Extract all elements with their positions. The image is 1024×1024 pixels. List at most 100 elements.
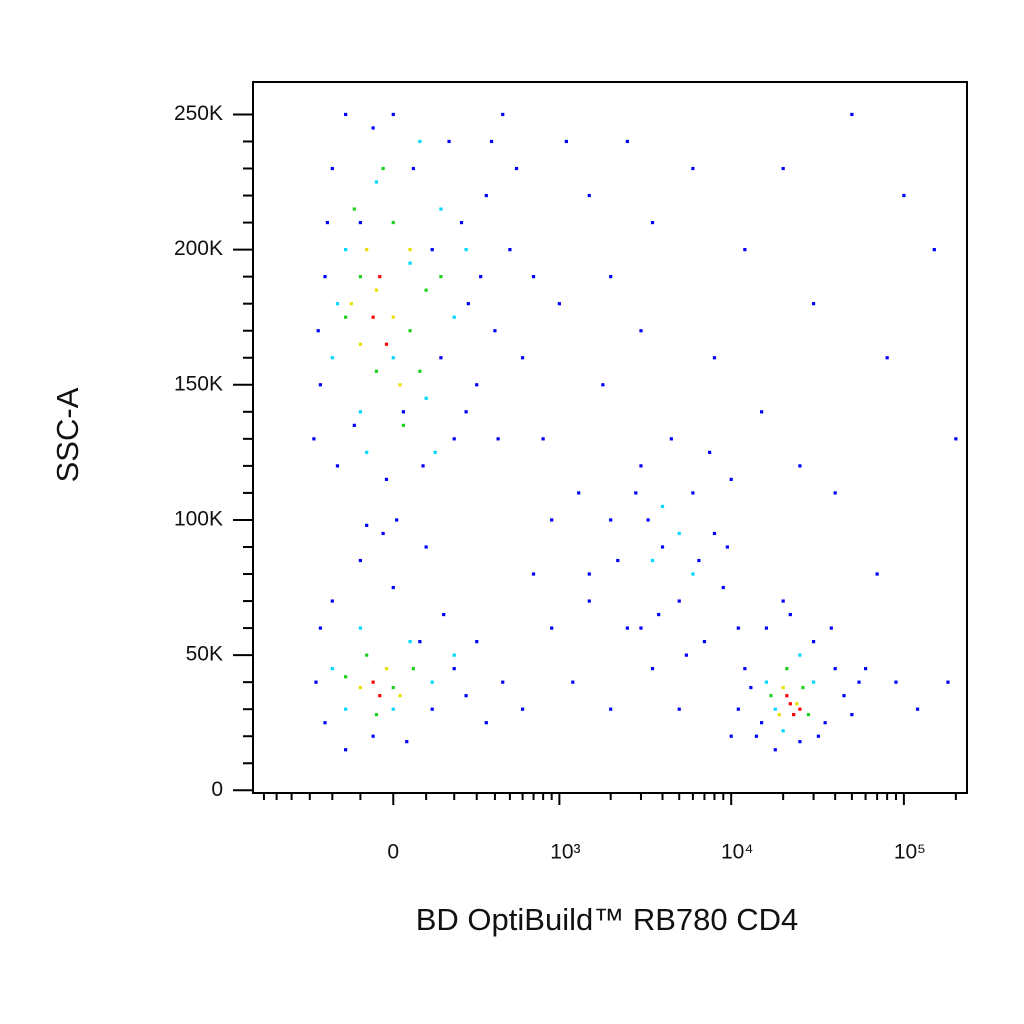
data-point: [318, 626, 323, 630]
data-point: [344, 248, 348, 252]
data-point: [639, 626, 643, 630]
data-point: [439, 275, 443, 279]
data-point: [915, 707, 920, 711]
data-point: [330, 356, 334, 360]
data-point: [381, 166, 385, 171]
data-point: [721, 585, 725, 590]
data-point: [479, 275, 483, 279]
data-point: [459, 220, 464, 225]
data-point: [330, 599, 334, 603]
y-tick-label: 150K: [174, 372, 223, 395]
data-point: [541, 437, 545, 441]
data-point: [391, 585, 395, 590]
data-point: [335, 302, 340, 306]
data-point: [601, 383, 605, 387]
data-point: [395, 518, 399, 522]
data-point: [691, 491, 695, 495]
data-point: [829, 626, 833, 630]
data-point: [391, 685, 395, 690]
data-point: [708, 450, 712, 454]
x-tick-label: 10³: [550, 841, 580, 864]
data-point: [496, 437, 500, 441]
data-point: [660, 504, 665, 509]
data-point: [358, 220, 362, 225]
data-point: [736, 707, 740, 711]
data-point: [564, 139, 568, 144]
data-point: [833, 491, 837, 495]
data-point: [421, 464, 425, 468]
data-point: [439, 207, 443, 211]
data-point: [806, 713, 811, 717]
data-point: [811, 302, 816, 306]
data-point: [365, 248, 369, 252]
data-point: [408, 248, 412, 252]
y-tick-label: 200K: [174, 237, 223, 260]
data-point: [697, 558, 701, 563]
data-point: [902, 193, 906, 198]
data-point: [464, 410, 468, 414]
data-point: [514, 166, 519, 171]
data-point: [352, 423, 356, 427]
data-point: [493, 329, 497, 333]
data-point: [781, 685, 785, 690]
data-point: [587, 572, 591, 576]
data-point: [531, 572, 536, 576]
data-point: [801, 685, 805, 690]
data-point: [344, 315, 348, 319]
data-point: [954, 437, 958, 441]
data-point: [769, 694, 773, 698]
data-point: [885, 356, 889, 360]
data-point: [587, 193, 591, 198]
data-point: [842, 694, 846, 698]
data-point: [401, 410, 406, 414]
data-point: [691, 166, 695, 171]
data-point: [418, 369, 422, 373]
data-point: [625, 139, 629, 144]
data-point: [634, 491, 638, 495]
data-point: [408, 640, 412, 644]
data-point: [344, 675, 348, 679]
data-point: [625, 626, 629, 630]
data-point: [371, 734, 375, 738]
data-point: [391, 356, 395, 360]
data-point: [811, 680, 816, 684]
data-point: [358, 685, 362, 690]
data-point: [823, 721, 827, 725]
data-point: [764, 626, 769, 630]
data-point: [729, 477, 733, 482]
data-point: [550, 518, 554, 522]
data-point: [430, 248, 434, 252]
data-point: [773, 748, 777, 752]
data-point: [702, 640, 707, 644]
data-point: [639, 464, 643, 468]
y-tick-label: 100K: [174, 508, 223, 531]
data-point: [501, 680, 505, 684]
data-point: [489, 139, 494, 144]
data-point: [391, 112, 395, 117]
data-point: [577, 491, 581, 495]
data-point: [777, 713, 781, 717]
data-point: [384, 667, 389, 671]
data-point: [616, 558, 620, 563]
data-point: [378, 275, 382, 279]
points: [312, 112, 958, 752]
y-tick-label: 250K: [174, 102, 223, 125]
data-point: [475, 383, 479, 387]
data-point: [657, 612, 661, 617]
data-point: [712, 356, 717, 360]
data-point: [781, 599, 785, 603]
data-point: [314, 680, 318, 684]
data-point: [557, 302, 561, 306]
data-point: [475, 640, 479, 644]
data-point: [330, 667, 334, 671]
data-point: [464, 694, 468, 698]
data-point: [325, 220, 329, 225]
data-point: [749, 685, 753, 690]
data-point: [439, 356, 443, 360]
data-point: [785, 694, 789, 698]
data-point: [408, 329, 412, 333]
data-point: [424, 545, 428, 549]
data-point: [424, 396, 428, 400]
data-point: [857, 680, 861, 684]
